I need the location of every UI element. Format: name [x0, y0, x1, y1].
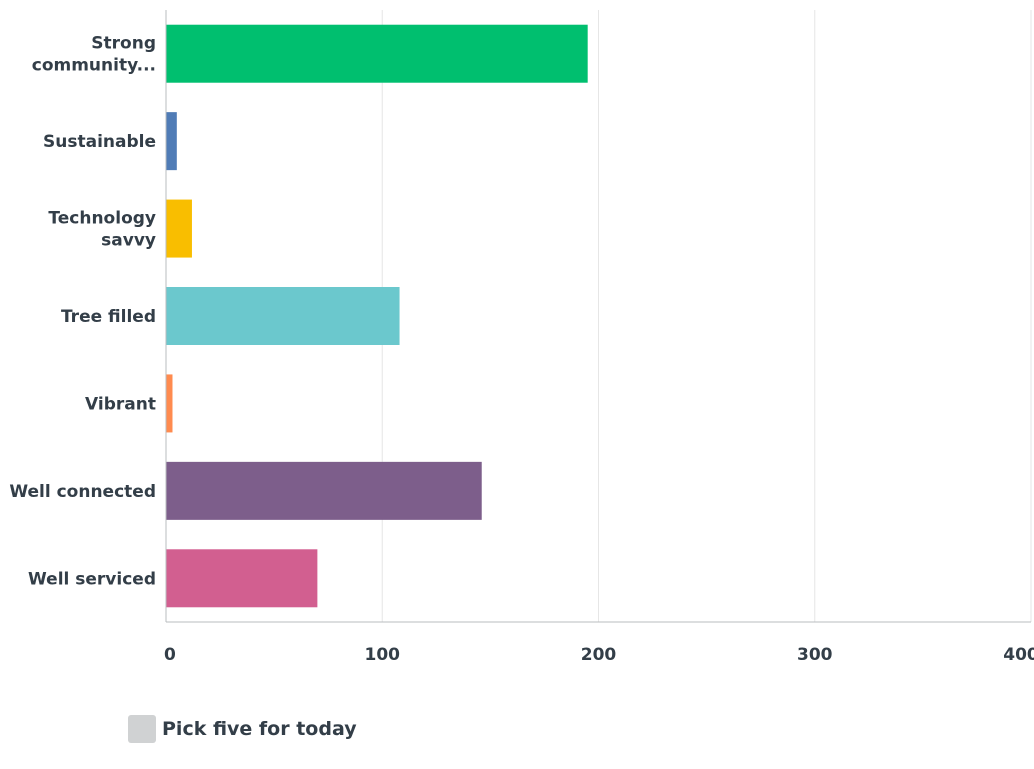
category-label: Technology savvy [48, 209, 156, 251]
x-tick-labels: 0 100 200 300 400 [164, 645, 1034, 665]
category-label: Tree filled [61, 307, 156, 327]
bar-4 [166, 374, 173, 433]
x-tick-label: 0 [164, 645, 176, 665]
category-label: Strong community... [32, 34, 156, 76]
gridlines [381, 10, 1032, 622]
category-label: Well connected [9, 482, 156, 502]
bars [166, 24, 588, 608]
bar-3 [166, 287, 400, 345]
legend-label: Pick five for today [162, 718, 357, 740]
bar-2 [166, 199, 192, 258]
category-label: Sustainable [43, 132, 156, 152]
category-label: Well serviced [28, 569, 156, 589]
x-tick-label: 300 [797, 645, 833, 665]
x-tick-label: 400 [1003, 645, 1034, 665]
legend-swatch [128, 715, 156, 743]
x-tick-label: 200 [581, 645, 617, 665]
x-tick-label: 100 [365, 645, 401, 665]
bar-0 [166, 24, 588, 83]
bar-6 [166, 549, 318, 608]
bar-1 [166, 112, 177, 171]
legend: Pick five for today [128, 715, 357, 743]
category-labels: Strong community... Sustainable Technology s… [9, 34, 156, 590]
axes [165, 10, 1031, 623]
bar-5 [166, 461, 482, 520]
category-label: Vibrant [85, 394, 156, 414]
